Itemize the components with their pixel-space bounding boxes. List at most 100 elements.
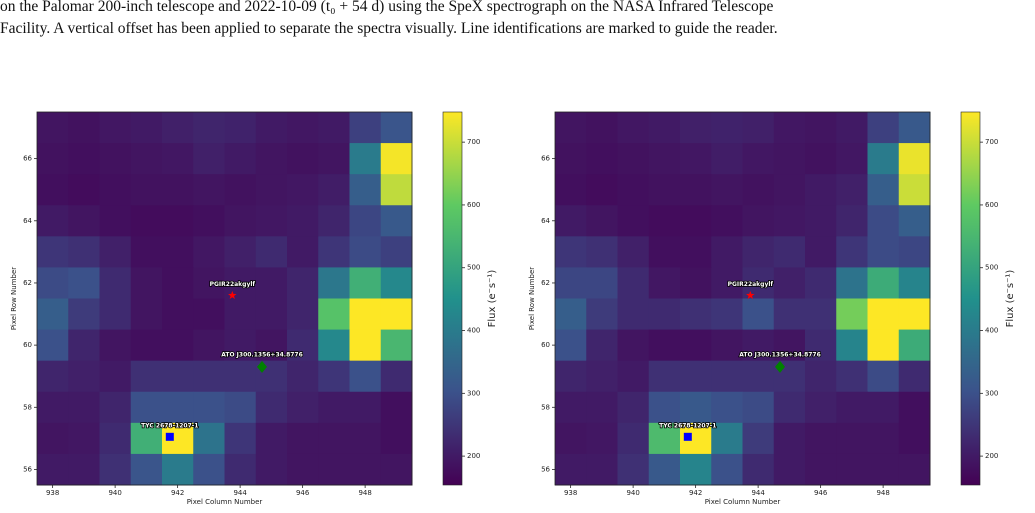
heatmap-cell: [193, 298, 225, 331]
heatmap-cell: [836, 360, 868, 393]
heatmap-cell: [586, 112, 618, 144]
heatmap-cell: [680, 453, 712, 486]
heatmap-cell: [162, 329, 194, 362]
heatmap-cell: [773, 329, 806, 362]
heatmap-cell: [287, 391, 319, 424]
heatmap-cell: [836, 391, 868, 424]
heatmap-cell: [68, 236, 100, 268]
x-tick-label: 948: [876, 489, 889, 497]
heatmap-cell: [836, 143, 868, 175]
heatmap-cell: [586, 453, 618, 486]
colorbar-tick-label: 500: [985, 264, 998, 272]
heatmap-cell: [255, 391, 288, 424]
heatmap-cell: [193, 112, 225, 144]
x-axis-label: Pixel Column Number: [705, 498, 781, 506]
heatmap-cell: [836, 236, 868, 268]
heatmap-cell: [805, 391, 837, 424]
heatmap-cell: [867, 236, 900, 268]
heatmap-cell: [380, 298, 413, 331]
heatmap-cell: [162, 205, 194, 237]
heatmap-cell: [193, 267, 225, 299]
plot-frame: [554, 111, 931, 486]
heatmap-cell: [680, 391, 712, 424]
heatmap-cell: [255, 143, 288, 175]
heatmap-cell: [99, 422, 132, 455]
heatmap-cell: [586, 236, 618, 268]
heatmap-cell: [287, 112, 319, 144]
heatmap-cell: [867, 298, 900, 331]
heatmap-cell: [742, 112, 775, 144]
annotation-label: PGIR22akgylf: [728, 281, 774, 288]
heatmap-cell: [68, 174, 100, 206]
heatmap-cell: [99, 453, 132, 486]
y-tick-label: 56: [541, 465, 550, 473]
heatmap-cell: [617, 360, 650, 393]
heatmap-cell: [318, 391, 350, 424]
heatmap-cell: [711, 422, 743, 455]
heatmap-cell: [349, 329, 382, 362]
x-tick-label: 938: [46, 489, 59, 497]
heatmap-cell: [836, 453, 868, 486]
heatmap-cell: [380, 329, 413, 362]
heatmap-cell: [867, 453, 900, 486]
heatmap-cell: [318, 453, 350, 486]
heatmap-cell: [130, 391, 163, 424]
heatmap-cell: [193, 236, 225, 268]
heatmap-cell: [617, 143, 650, 175]
heatmap-cell: [130, 298, 163, 331]
heatmap-cell: [380, 422, 413, 455]
heatmap-cell: [318, 298, 350, 331]
heatmap-cell: [68, 391, 100, 424]
y-axis-label: Pixel Row Number: [528, 267, 536, 330]
heatmap-cell: [555, 174, 587, 206]
heatmap-cell: [37, 267, 69, 299]
colorbar-tick-label: 400: [985, 327, 998, 335]
heatmap-cell: [867, 174, 900, 206]
heatmap-cell: [162, 143, 194, 175]
heatmap-cell: [130, 205, 163, 237]
heatmap-cell: [586, 422, 618, 455]
heatmap-cell: [586, 267, 618, 299]
heatmap-cell: [130, 112, 163, 144]
heatmap-cell: [711, 298, 743, 331]
heatmap-cell: [193, 174, 225, 206]
heatmap-cell: [68, 453, 100, 486]
heatmap-cell: [99, 174, 132, 206]
colorbar-tick-label: 200: [985, 452, 998, 460]
heatmap-cell: [586, 360, 618, 393]
heatmap-cell: [318, 422, 350, 455]
heatmap-cell: [318, 143, 350, 175]
annotation-label: ATO J300.1356+34.8776: [221, 351, 303, 358]
y-tick-label: 66: [23, 155, 32, 163]
heatmap-cell: [617, 205, 650, 237]
heatmap-cell: [555, 298, 587, 331]
heatmap-cell: [711, 236, 743, 268]
heatmap-cell: [349, 174, 382, 206]
heatmap-cell: [130, 453, 163, 486]
heatmap-cell: [37, 236, 69, 268]
heatmap-cell: [867, 329, 900, 362]
heatmap-cell: [617, 329, 650, 362]
heatmap-cell: [898, 453, 931, 486]
star-marker: [165, 432, 174, 441]
heatmap-cell: [867, 143, 900, 175]
heatmap-cell: [318, 174, 350, 206]
heatmap-cell: [773, 205, 806, 237]
heatmap-cell: [130, 236, 163, 268]
x-tick-label: 942: [171, 489, 184, 497]
heatmap-cell: [37, 453, 69, 486]
heatmap-cell: [773, 391, 806, 424]
y-tick-label: 62: [541, 279, 550, 287]
heatmap-cell: [287, 329, 319, 362]
heatmap-cell: [37, 422, 69, 455]
heatmap-cell: [680, 329, 712, 362]
heatmap-cell: [898, 267, 931, 299]
panel: 938 940 942 944 946 948 56 58 60 62 64 66 Pixel Colu…: [10, 111, 498, 506]
heatmap-cell: [805, 360, 837, 393]
heatmap-cell: [711, 391, 743, 424]
heatmap-cell: [99, 205, 132, 237]
heatmap-cell: [68, 422, 100, 455]
heatmap-cell: [805, 143, 837, 175]
heatmap-cell: [224, 236, 257, 268]
